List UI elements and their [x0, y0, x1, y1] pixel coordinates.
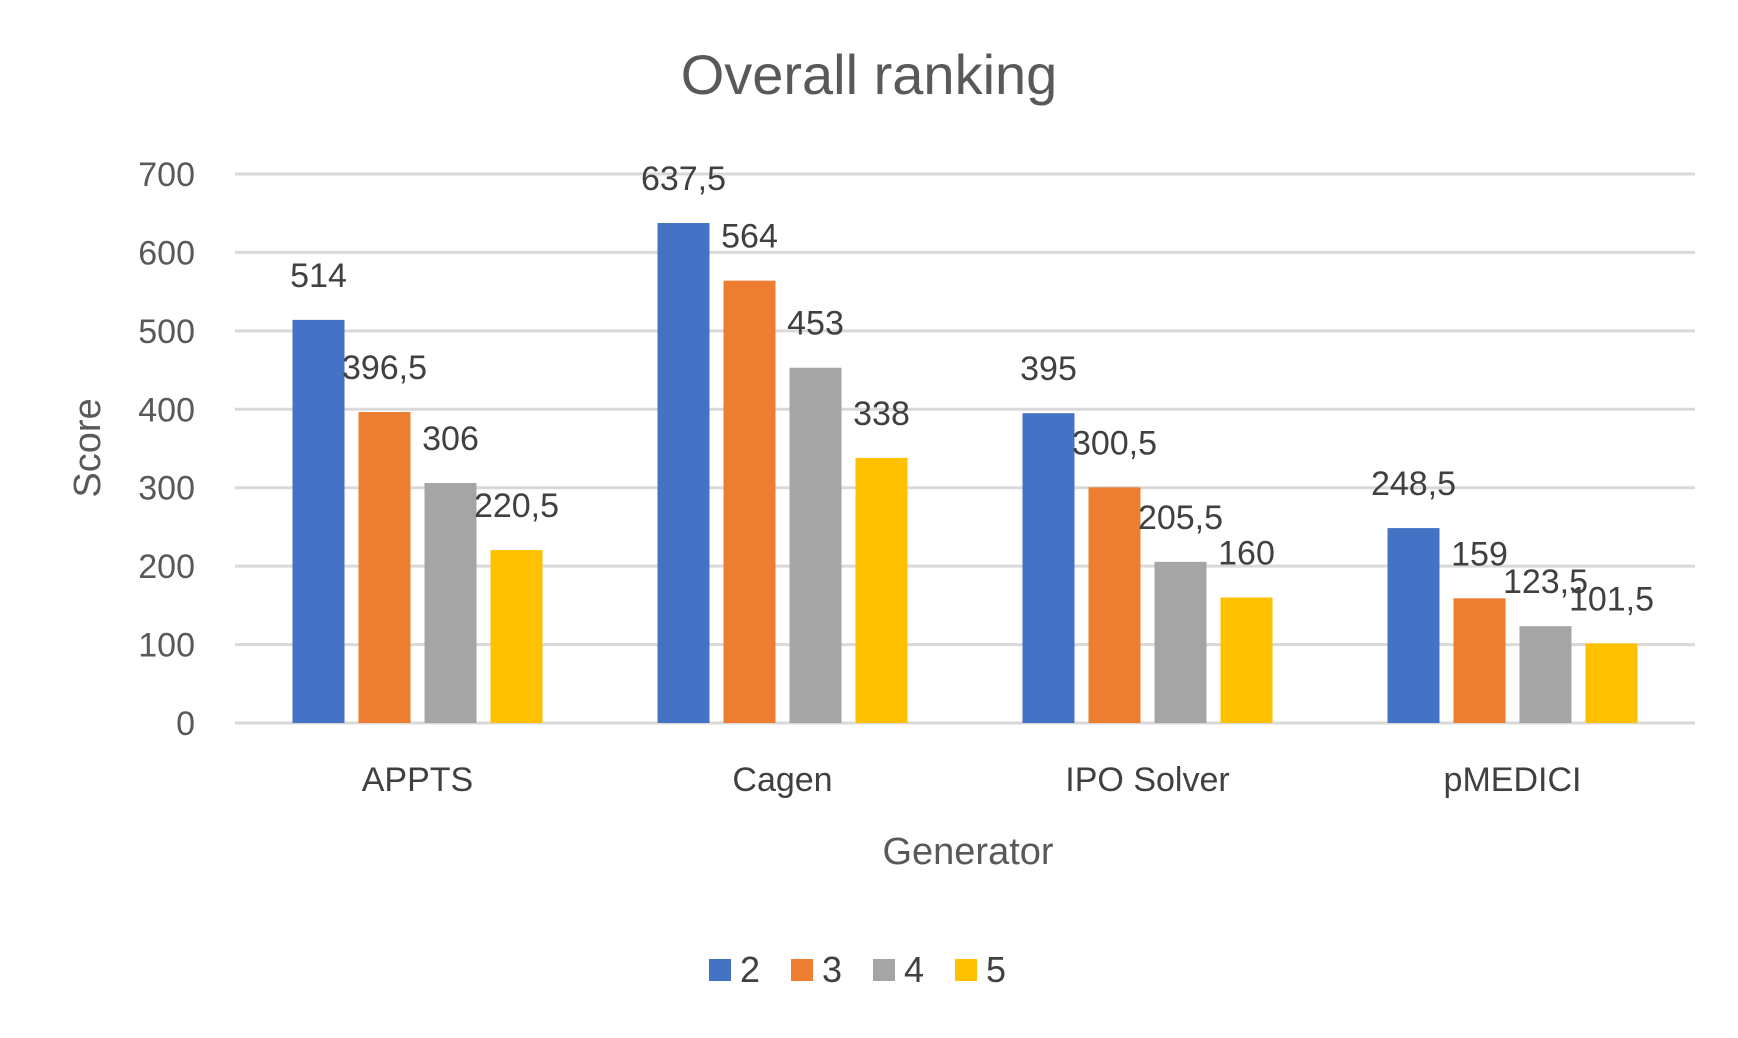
bar-appts-series-4 — [424, 483, 477, 723]
y-axis-title: Score — [67, 398, 109, 497]
data-label: 220,5 — [474, 487, 559, 525]
y-tick-label: 500 — [138, 313, 195, 351]
legend-label: 2 — [740, 949, 760, 990]
data-label: 564 — [721, 218, 778, 256]
data-label: 205,5 — [1138, 499, 1223, 537]
y-tick-label: 100 — [138, 627, 195, 665]
y-tick-label: 300 — [138, 470, 195, 508]
data-label: 453 — [787, 305, 844, 343]
data-label: 123,5 — [1503, 563, 1588, 601]
bar-pmedici-series-2 — [1387, 528, 1440, 723]
bar-pmedici-series-4 — [1519, 626, 1572, 723]
x-category-label: IPO Solver — [1065, 761, 1229, 799]
bars — [292, 223, 1638, 723]
bar-ipo-solver-series-3 — [1088, 487, 1141, 723]
chart-title: Overall ranking — [681, 43, 1058, 106]
data-label: 101,5 — [1569, 580, 1654, 618]
data-labels: 514 396,5 306 220,5 637,5 564 453 338 395 300,5 20… — [290, 160, 1654, 618]
bar-cagen-series-2 — [657, 223, 710, 723]
bar-cagen-series-4 — [789, 367, 842, 723]
legend-swatch-4 — [873, 959, 895, 981]
bar-appts-series-5 — [490, 550, 543, 723]
data-label: 306 — [422, 420, 479, 458]
x-category-label: Cagen — [732, 761, 832, 799]
legend-label: 3 — [822, 949, 842, 990]
y-axis-ticks: 0 100 200 300 400 500 600 700 — [138, 156, 195, 743]
data-label: 160 — [1218, 535, 1275, 573]
legend-swatch-3 — [791, 959, 813, 981]
legend-label: 5 — [986, 949, 1006, 990]
legend-swatch-5 — [955, 959, 977, 981]
data-label: 300,5 — [1072, 424, 1157, 462]
bar-cagen-series-5 — [855, 457, 908, 723]
y-tick-label: 200 — [138, 548, 195, 586]
y-tick-label: 400 — [138, 391, 195, 429]
bar-ipo-solver-series-5 — [1220, 597, 1273, 723]
data-label: 159 — [1451, 535, 1508, 573]
x-category-label: APPTS — [362, 761, 473, 799]
data-label: 396,5 — [342, 349, 427, 387]
data-label: 514 — [290, 257, 347, 295]
bar-pmedici-series-5 — [1585, 643, 1638, 723]
x-axis-categories: APPTS Cagen IPO Solver pMEDICI — [362, 761, 1582, 799]
bar-ipo-solver-series-4 — [1154, 561, 1207, 723]
y-tick-label: 700 — [138, 156, 195, 194]
legend: 2 3 4 5 — [709, 949, 1006, 990]
gridlines — [235, 172, 1695, 725]
y-tick-label: 600 — [138, 234, 195, 272]
x-axis-title: Generator — [882, 831, 1053, 873]
bar-cagen-series-3 — [723, 280, 776, 723]
data-label: 338 — [853, 395, 910, 433]
bar-appts-series-3 — [358, 412, 411, 723]
y-tick-label: 0 — [176, 705, 195, 743]
bar-appts-series-2 — [292, 319, 345, 723]
data-label: 637,5 — [641, 160, 726, 198]
bar-pmedici-series-3 — [1453, 598, 1506, 723]
data-label: 395 — [1020, 350, 1077, 388]
x-category-label: pMEDICI — [1444, 761, 1582, 799]
legend-swatch-2 — [709, 959, 731, 981]
bar-ipo-solver-series-2 — [1022, 413, 1075, 723]
legend-label: 4 — [904, 949, 924, 990]
data-label: 248,5 — [1371, 465, 1456, 503]
